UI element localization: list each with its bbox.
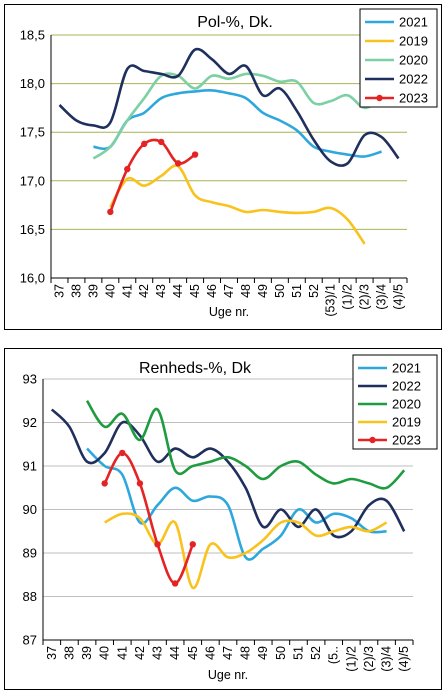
x-tick-label: 45 (186, 646, 200, 660)
x-tick-label: 41 (120, 284, 134, 298)
series-line-2019 (109, 164, 366, 245)
x-tick-label: 51 (291, 646, 305, 660)
y-tick-label: 93 (23, 372, 37, 387)
y-tick-label: 18,5 (20, 28, 45, 43)
x-tick-label: 46 (203, 646, 217, 660)
legend-label: 2019 (399, 34, 428, 49)
legend-label: 2020 (392, 397, 421, 412)
data-point-2023 (119, 449, 126, 457)
x-tick-label: 48 (239, 284, 253, 298)
x-tick-label: (3)/4 (375, 284, 389, 310)
x-tick-label: 44 (168, 646, 182, 660)
x-tick-label: 38 (69, 284, 83, 298)
data-point-2023 (136, 480, 144, 487)
series-line-2020 (85, 400, 406, 490)
x-tick-label: 41 (115, 646, 129, 660)
y-tick-label: 17,5 (20, 125, 45, 140)
data-point-2023 (154, 541, 161, 548)
legend-label: 2023 (399, 91, 428, 106)
x-tick-label: 46 (205, 284, 219, 298)
data-point-2023 (101, 480, 108, 487)
chart-title: Renheds-%, Dk (139, 360, 252, 377)
data-point-2023 (191, 151, 199, 158)
x-tick-label: 51 (290, 284, 304, 298)
data-point-2023 (141, 140, 148, 148)
x-tick-label: 42 (137, 284, 151, 298)
series-line-2020 (92, 72, 383, 160)
legend-label: 2021 (399, 15, 428, 30)
x-tick-label: 43 (151, 646, 165, 660)
data-point-2023 (189, 541, 196, 548)
x-tick-label: 40 (98, 646, 112, 660)
y-tick-label: 87 (23, 633, 37, 648)
y-tick-label: 89 (23, 546, 37, 561)
x-tick-label: 37 (45, 646, 59, 660)
legend-label: 2019 (392, 415, 421, 430)
x-tick-label: 47 (222, 284, 236, 298)
x-tick-label: (3)/4 (380, 646, 394, 672)
legend-marker-2023 (376, 94, 383, 102)
x-tick-label: 49 (256, 646, 270, 660)
y-tick-label: 88 (23, 589, 37, 604)
x-tick-label: 52 (307, 284, 321, 298)
data-point-2023 (174, 160, 182, 167)
y-tick-label: 91 (23, 459, 37, 474)
x-tick-label: 48 (239, 646, 253, 660)
x-tick-label: 40 (103, 284, 117, 298)
x-tick-label: 52 (309, 646, 323, 660)
data-point-2023 (171, 580, 179, 587)
data-point-2023 (124, 165, 131, 173)
x-tick-label: 49 (256, 284, 270, 298)
x-axis-label: Uge nr. (208, 668, 248, 682)
series-line-2021 (86, 447, 387, 561)
x-tick-label: 39 (80, 646, 94, 660)
legend-label: 2021 (392, 361, 421, 376)
series-line-2023 (109, 138, 196, 213)
renheds-chart: Renheds-%, Dk 87 88 89 90 91 92 93 37 38 39 40 41 42 4… (23, 354, 438, 682)
chart-title: Pol-%, Dk. (197, 14, 273, 31)
x-tick-label: (2)/3 (358, 284, 372, 310)
data-point-2023 (107, 208, 114, 216)
x-tick-label: 50 (274, 646, 288, 660)
x-tick-label: 45 (188, 284, 202, 298)
y-tick-label: 16,5 (20, 222, 45, 237)
y-tick-label: 16,0 (20, 271, 45, 286)
legend-label: 2020 (399, 53, 428, 68)
y-tick-label: 17,0 (20, 173, 45, 188)
x-tick-label: 47 (221, 646, 235, 660)
pol-chart-panel: Pol-%, Dk. 16,0 16,5 17,0 17,5 18,0 18,5 37 38 39… (4, 4, 442, 330)
x-tick-label: 42 (133, 646, 147, 660)
x-tick-label: (1)/2 (341, 284, 355, 310)
x-axis-label: Uge nr. (209, 305, 249, 319)
legend-marker-2023 (369, 436, 376, 444)
x-tick-label: 44 (171, 284, 185, 298)
legend-box (352, 354, 438, 450)
x-tick-label: (4)/5 (397, 646, 411, 672)
pol-chart: Pol-%, Dk. 16,0 16,5 17,0 17,5 18,0 18,5 37 38 39… (20, 8, 438, 319)
series-line-2022 (50, 408, 406, 539)
series-line-2019 (104, 512, 388, 590)
series-line-2022 (58, 47, 400, 167)
legend-label: 2022 (399, 72, 428, 87)
legend-label: 2023 (392, 433, 421, 448)
series-line-2021 (93, 89, 382, 158)
y-tick-label: 92 (23, 415, 37, 430)
y-tick-label: 18,0 (20, 76, 45, 91)
renheds-chart-panel: Renheds-%, Dk 87 88 89 90 91 92 93 37 38 39 40 41 42 4… (4, 348, 442, 690)
x-tick-label: 43 (154, 284, 168, 298)
x-tick-label: 38 (62, 646, 76, 660)
legend-box (359, 8, 438, 108)
x-tick-label: (1)/2 (344, 646, 358, 672)
x-tick-label: (53)/1 (324, 284, 338, 317)
y-tick-label: 90 (23, 502, 37, 517)
x-tick-label: (2)/3 (362, 646, 376, 672)
x-tick-label: 39 (86, 284, 100, 298)
data-point-2023 (157, 138, 165, 146)
x-tick-label: (4)/5 (392, 284, 406, 310)
x-tick-label: 37 (52, 284, 66, 298)
x-tick-label: (5.. (327, 646, 341, 664)
legend-label: 2022 (392, 379, 421, 394)
x-tick-label: 50 (273, 284, 287, 298)
